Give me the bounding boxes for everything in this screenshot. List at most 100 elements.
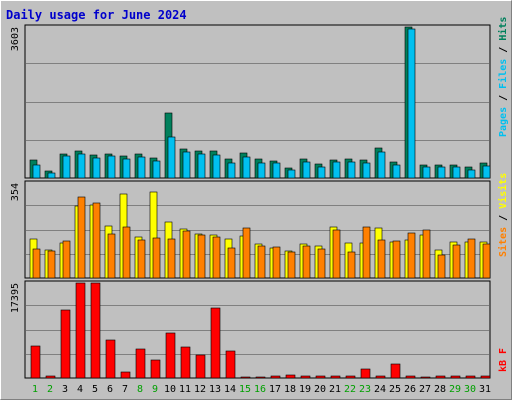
sites-bar-day-4 [77, 196, 86, 279]
files-bar-day-24 [377, 151, 386, 179]
x-tick-label-day-4: 4 [77, 384, 83, 395]
files-bar-day-23 [362, 162, 371, 179]
kbytes-bar-day-29 [450, 375, 461, 379]
sites-bar-day-14 [227, 247, 236, 279]
sites-bar-day-11 [182, 230, 191, 279]
sites-bar-day-31 [482, 243, 491, 279]
kbytes-bar-day-7 [120, 371, 131, 379]
files-bar-day-25 [392, 164, 401, 179]
kbytes-bar-day-22 [345, 375, 356, 379]
series-legend: Sites / Visits [497, 173, 509, 257]
kbytes-bar-day-18 [285, 374, 296, 379]
panel-3 [24, 280, 491, 379]
kbytes-bar-day-4 [75, 282, 86, 379]
x-tick-label-day-30: 30 [464, 384, 476, 395]
kbytes-bar-day-14 [225, 350, 236, 379]
files-bar-day-12 [197, 153, 206, 179]
x-tick-label-day-1: 1 [32, 384, 38, 395]
sites-bar-day-18 [287, 251, 296, 279]
files-bar-day-2 [47, 172, 56, 179]
sites-bar-day-12 [197, 234, 206, 279]
files-bar-day-21 [332, 161, 341, 179]
sites-bar-day-7 [122, 226, 131, 279]
x-tick-label-day-15: 15 [239, 384, 251, 395]
kbytes-bar-day-31 [480, 375, 491, 379]
kbytes-bar-day-16 [255, 376, 266, 379]
files-bar-day-19 [302, 161, 311, 179]
kbytes-bar-day-25 [390, 363, 401, 379]
files-bar-day-3 [62, 155, 71, 179]
x-tick-label-day-18: 18 [284, 384, 296, 395]
legend-pages: Pages [498, 107, 509, 137]
sites-bar-day-19 [302, 245, 311, 279]
sites-bar-day-3 [62, 240, 71, 279]
sites-bar-day-5 [92, 202, 101, 279]
sites-bar-day-16 [257, 245, 266, 279]
legend-files: Files [497, 59, 509, 89]
kbytes-bar-day-3 [60, 309, 71, 379]
kbytes-bar-day-13 [210, 307, 221, 379]
sites-bar-day-15 [242, 227, 251, 279]
legend-visits: Visits [497, 173, 509, 209]
sites-bar-day-29 [452, 244, 461, 279]
x-tick-label-day-10: 10 [164, 384, 176, 395]
legend-separator: / [498, 41, 509, 59]
x-tick-label-day-5: 5 [92, 384, 98, 395]
sites-bar-day-6 [107, 233, 116, 279]
y-max-label: 354 [10, 183, 21, 201]
files-bar-day-28 [437, 166, 446, 179]
x-tick-label-day-26: 26 [404, 384, 416, 395]
x-tick-label-day-27: 27 [419, 384, 431, 395]
kbytes-bar-day-30 [465, 375, 476, 379]
sites-bar-day-10 [167, 238, 176, 279]
sites-bar-day-28 [437, 254, 446, 279]
kbytes-bar-day-8 [135, 348, 146, 379]
kbytes-bar-day-15 [240, 376, 251, 379]
sites-bar-day-25 [392, 240, 401, 279]
files-bar-day-20 [317, 166, 326, 179]
sites-bar-day-13 [212, 236, 221, 279]
sites-bar-day-26 [407, 232, 416, 279]
sites-bar-day-9 [152, 237, 161, 279]
x-tick-label-day-6: 6 [107, 384, 113, 395]
y-max-label: 17395 [10, 283, 21, 313]
kbytes-bar-day-20 [315, 375, 326, 379]
kbytes-bar-day-10 [165, 332, 176, 379]
sites-bar-day-21 [332, 229, 341, 279]
files-bar-day-8 [137, 156, 146, 179]
x-tick-label-day-14: 14 [224, 384, 236, 395]
x-tick-label-day-2: 2 [47, 384, 53, 395]
legend-separator: / [498, 209, 509, 227]
series-legend: Pages / Files / Hits [497, 17, 509, 137]
legend-hits: Hits [497, 17, 509, 41]
legend-sites: Sites [497, 227, 509, 257]
x-tick-label-day-21: 21 [329, 384, 341, 395]
kbytes-bar-day-11 [180, 346, 191, 379]
kbytes-bar-day-28 [435, 375, 446, 379]
files-bar-day-15 [242, 156, 251, 179]
files-bar-day-14 [227, 162, 236, 179]
x-tick-label-day-8: 8 [137, 384, 143, 395]
kbytes-bar-day-5 [90, 282, 101, 379]
files-bar-day-7 [122, 158, 131, 179]
sites-bar-day-27 [422, 229, 431, 279]
x-tick-label-day-3: 3 [62, 384, 68, 395]
sites-bar-day-30 [467, 238, 476, 279]
files-bar-day-13 [212, 154, 221, 179]
kbytes-bar-day-23 [360, 368, 371, 379]
kbytes-bar-day-19 [300, 375, 311, 379]
x-tick-label-day-24: 24 [374, 384, 386, 395]
x-tick-label-day-22: 22 [344, 384, 356, 395]
files-bar-day-5 [92, 157, 101, 179]
files-bar-day-17 [272, 162, 281, 179]
files-bar-day-1 [32, 164, 41, 179]
sites-bar-day-1 [32, 248, 41, 279]
x-tick-label-day-19: 19 [299, 384, 311, 395]
kbytes-bar-day-12 [195, 354, 206, 379]
x-tick-label-day-23: 23 [359, 384, 371, 395]
files-bar-day-31 [482, 165, 491, 179]
sites-bar-day-20 [317, 248, 326, 279]
files-bar-day-10 [167, 136, 176, 179]
x-tick-label-day-9: 9 [152, 384, 158, 395]
